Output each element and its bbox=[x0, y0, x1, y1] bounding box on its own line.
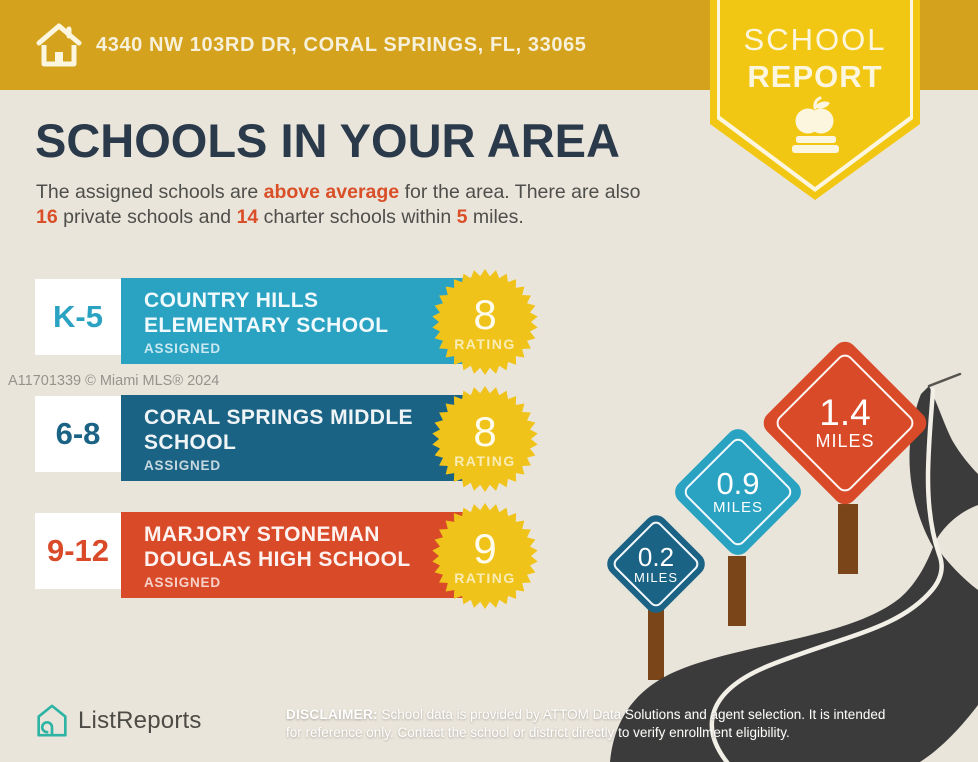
grade-range: 9-12 bbox=[35, 513, 121, 589]
subtitle-part2: for the area. There are also bbox=[399, 181, 641, 203]
school-row-middle: 6-8 CORAL SPRINGS MIDDLE SCHOOL ASSIGNED… bbox=[35, 386, 575, 501]
school-name: CORAL SPRINGS MIDDLE SCHOOL bbox=[144, 406, 413, 454]
distance-sign-middle: 0.9 MILES bbox=[670, 424, 806, 560]
apple-on-books-icon bbox=[792, 96, 839, 153]
property-address: 4340 NW 103RD DR, CORAL SPRINGS, FL, 330… bbox=[96, 33, 587, 56]
disclaimer-text: DISCLAIMER: School data is provided by A… bbox=[286, 707, 886, 740]
private-school-count: 16 bbox=[36, 206, 58, 228]
listreports-brand: ListReports bbox=[36, 703, 202, 739]
school-name: MARJORY STONEMAN DOUGLAS HIGH SCHOOL bbox=[144, 523, 411, 571]
grade-range: K-5 bbox=[35, 279, 121, 355]
sign-post-02 bbox=[648, 606, 664, 680]
subtitle-part1: The assigned schools are bbox=[36, 181, 264, 203]
distance-value: 0.9 bbox=[716, 466, 760, 501]
rating-badge: 8 RATING bbox=[432, 269, 538, 375]
subtitle-part4: charter schools within bbox=[258, 206, 457, 228]
distance-sign-elementary: 0.2 MILES bbox=[602, 510, 710, 618]
rating-label: RATING bbox=[454, 569, 516, 586]
distance-unit: MILES bbox=[712, 499, 763, 516]
subtitle: The assigned schools are above average f… bbox=[36, 180, 646, 230]
road-tip-line bbox=[927, 372, 962, 388]
subtitle-part3: private schools and bbox=[57, 206, 237, 228]
school-report-ribbon: SCHOOL REPORT bbox=[710, 0, 920, 200]
grade-range: 6-8 bbox=[35, 396, 121, 472]
starburst-icon bbox=[432, 386, 538, 492]
subtitle-part5: miles. bbox=[467, 206, 524, 228]
distance-unit: MILES bbox=[633, 569, 678, 585]
rating-label: RATING bbox=[454, 335, 516, 352]
sign-post-14 bbox=[838, 504, 858, 574]
distance-value: 0.2 bbox=[637, 541, 675, 572]
distance-unit: MILES bbox=[815, 431, 875, 451]
ribbon-title-line2: REPORT bbox=[747, 59, 883, 94]
rating-value: 9 bbox=[473, 524, 497, 572]
rating-value: 8 bbox=[473, 290, 497, 338]
radius-miles: 5 bbox=[456, 206, 468, 228]
sign-post-09 bbox=[728, 556, 746, 626]
listreports-logo-icon bbox=[37, 704, 67, 737]
rating-badge: 8 RATING bbox=[432, 386, 538, 492]
mls-watermark: A11701339 © Miami MLS® 2024 bbox=[8, 373, 220, 389]
road-graphic bbox=[610, 372, 978, 762]
starburst-icon bbox=[432, 269, 538, 375]
ribbon-title: SCHOOL REPORT bbox=[710, 22, 920, 95]
home-icon bbox=[36, 23, 82, 67]
sign-text: 0.2 MILES bbox=[618, 526, 694, 602]
school-bar: CORAL SPRINGS MIDDLE SCHOOL ASSIGNED bbox=[121, 395, 485, 481]
school-bar: COUNTRY HILLS ELEMENTARY SCHOOL ASSIGNED bbox=[121, 278, 485, 364]
charter-school-count: 14 bbox=[236, 206, 259, 228]
subtitle-highlight: above average bbox=[263, 181, 400, 203]
school-row-high: 9-12 MARJORY STONEMAN DOUGLAS HIGH SCHOO… bbox=[35, 503, 575, 618]
page-title: SCHOOLS IN YOUR AREA bbox=[35, 114, 620, 167]
sign-text: 1.4 MILES bbox=[784, 362, 906, 484]
brand-name: ListReports bbox=[78, 707, 202, 734]
school-status: ASSIGNED bbox=[144, 341, 221, 356]
rating-badge: 9 RATING bbox=[432, 503, 538, 609]
school-status: ASSIGNED bbox=[144, 458, 221, 473]
disclaimer-label: DISCLAIMER: bbox=[286, 707, 378, 722]
ribbon-title-line1: SCHOOL bbox=[743, 22, 887, 57]
sign-text: 0.9 MILES bbox=[690, 444, 786, 540]
distance-sign-high: 1.4 MILES bbox=[758, 336, 932, 510]
school-bar: MARJORY STONEMAN DOUGLAS HIGH SCHOOL ASS… bbox=[121, 512, 485, 598]
school-name: COUNTRY HILLS ELEMENTARY SCHOOL bbox=[144, 289, 389, 337]
road-shape bbox=[610, 386, 978, 762]
rating-label: RATING bbox=[454, 452, 516, 469]
school-row-elementary: K-5 COUNTRY HILLS ELEMENTARY SCHOOL ASSI… bbox=[35, 269, 575, 384]
rating-value: 8 bbox=[473, 407, 497, 455]
starburst-icon bbox=[432, 503, 538, 609]
distance-value: 1.4 bbox=[819, 392, 871, 433]
school-status: ASSIGNED bbox=[144, 575, 221, 590]
road-centerline bbox=[709, 387, 944, 762]
